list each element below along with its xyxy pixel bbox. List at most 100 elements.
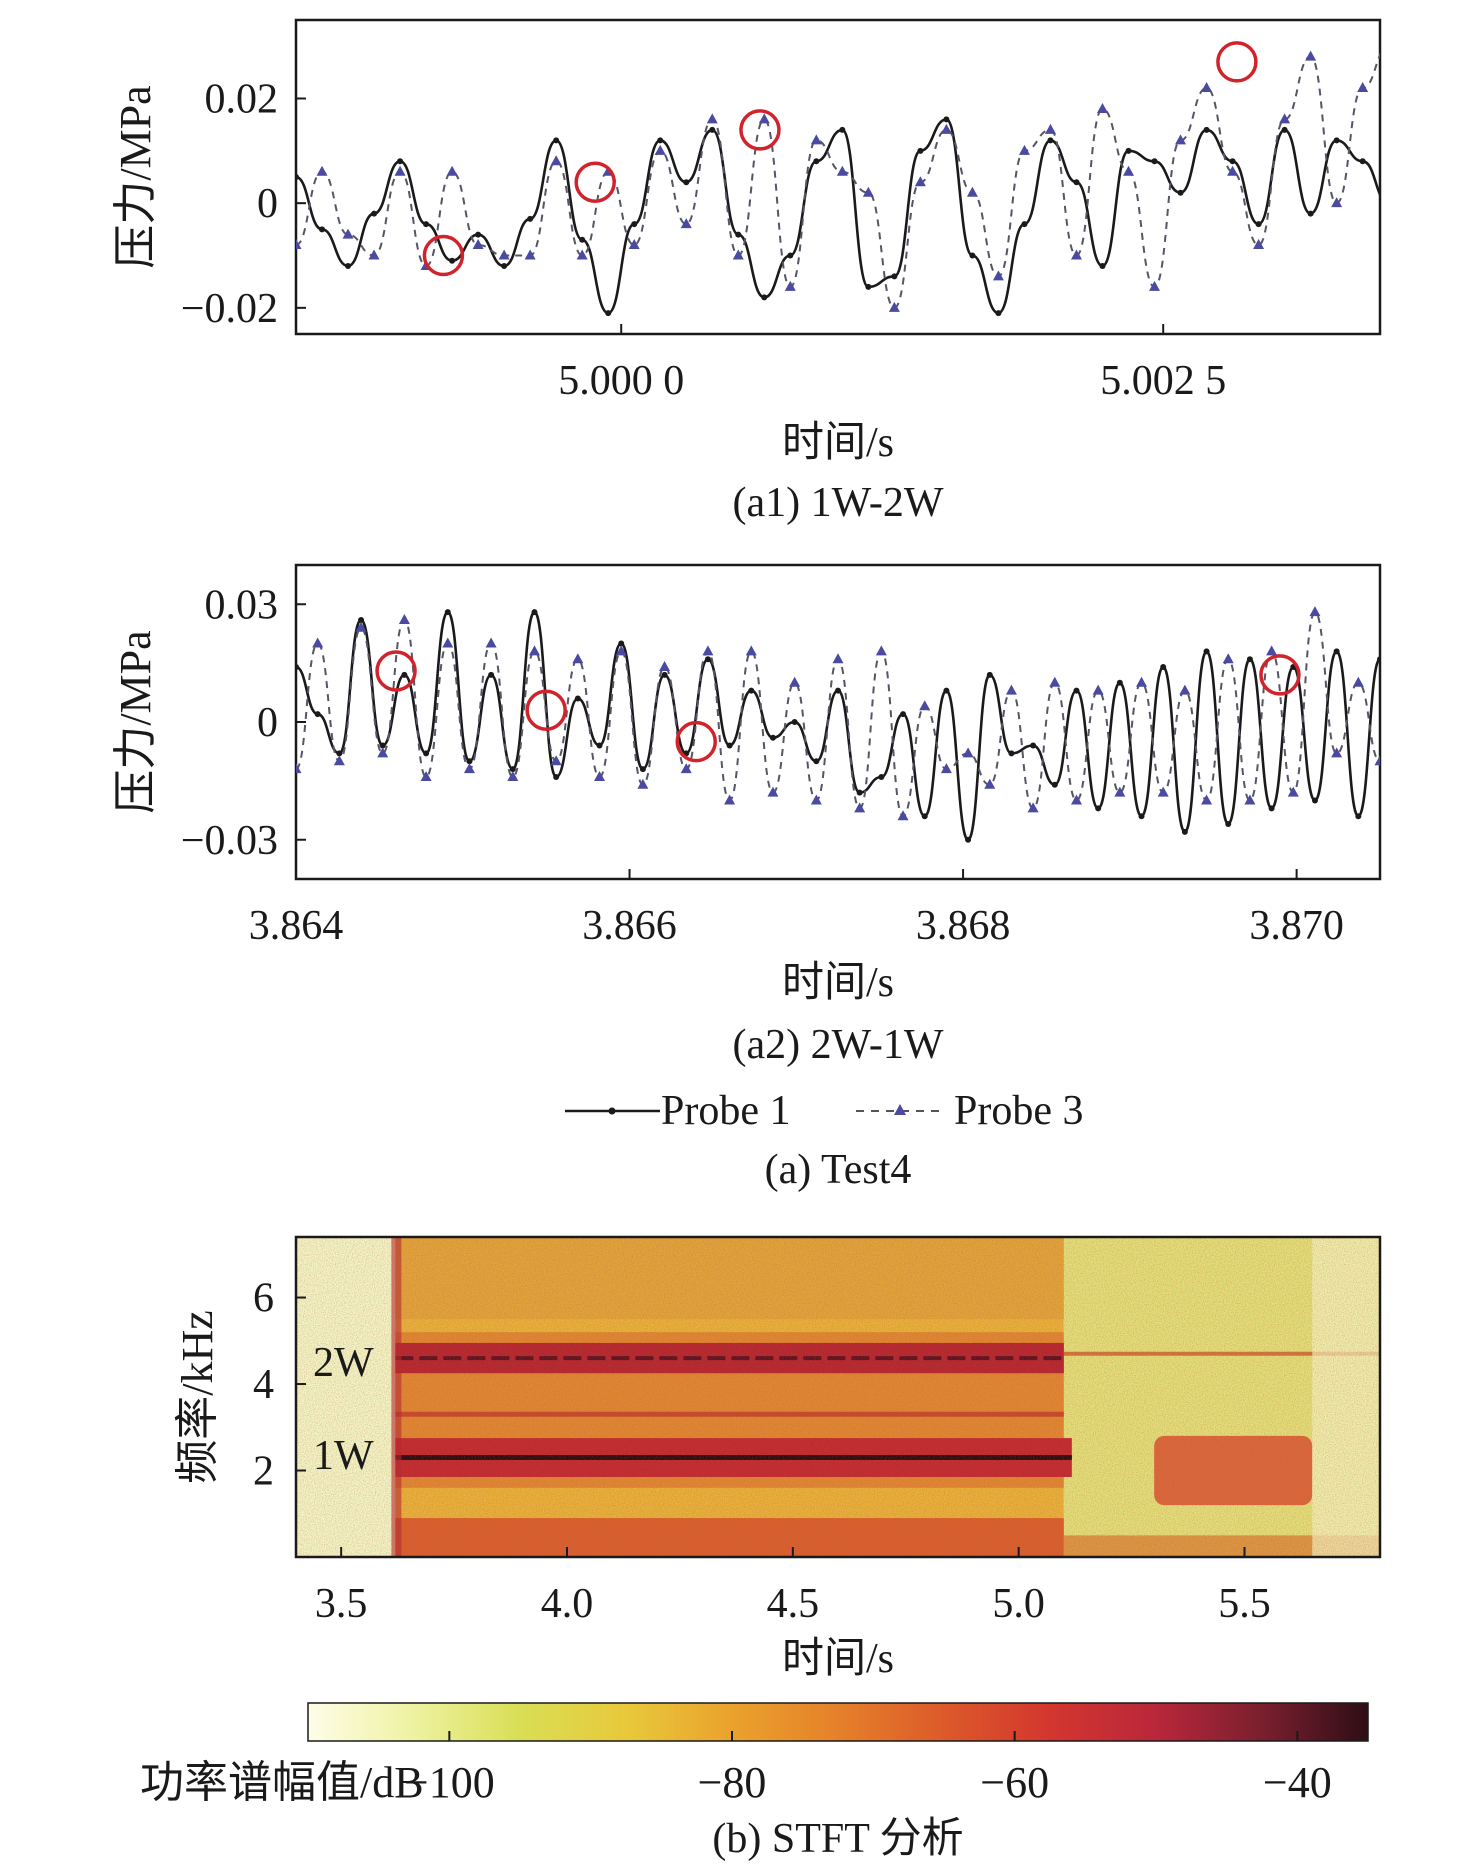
data-point-probe1-a2 — [878, 773, 885, 780]
x-tick-label-a1: 5.002 5 — [1100, 358, 1226, 404]
data-point-probe1-a1 — [1021, 221, 1028, 228]
colorbar-tick-label: −60 — [980, 1758, 1049, 1807]
data-point-probe1-a1 — [657, 137, 664, 144]
data-point-probe1-a2 — [748, 687, 755, 694]
data-point-probe1-a2 — [444, 609, 451, 616]
data-point-probe1-a1 — [1333, 137, 1340, 144]
caption-a1: (a1) 1W-2W — [732, 480, 943, 526]
legend-probe1-marker — [608, 1107, 616, 1115]
data-point-probe3-a1 — [940, 123, 952, 134]
data-point-probe1-a2 — [1246, 656, 1253, 663]
data-point-probe3-a2 — [1309, 606, 1321, 617]
data-point-probe1-a2 — [943, 687, 950, 694]
data-point-probe3-a2 — [984, 778, 996, 789]
data-point-probe1-a1 — [423, 221, 430, 228]
data-point-probe3-a2 — [333, 755, 345, 766]
data-point-probe1-a2 — [704, 656, 711, 663]
data-point-probe3-a1 — [1201, 82, 1213, 93]
data-point-probe1-a1 — [345, 262, 352, 269]
data-point-probe1-a2 — [661, 671, 668, 678]
data-point-probe1-a2 — [509, 766, 516, 773]
data-point-probe1-a1 — [1281, 126, 1288, 133]
data-point-probe3-a2 — [1114, 786, 1126, 797]
highlight-circle-a2 — [375, 650, 417, 692]
data-point-probe3-a1 — [732, 249, 744, 260]
data-point-probe3-a1 — [628, 239, 640, 250]
data-point-probe1-a2 — [423, 750, 430, 757]
data-point-probe1-a2 — [618, 640, 625, 647]
data-point-probe1-a1 — [1464, 106, 1470, 112]
data-point-probe3-a1 — [1227, 165, 1239, 176]
circled-peaks-a2 — [375, 650, 1301, 763]
data-point-probe3-a1 — [296, 239, 302, 250]
data-point-probe1-a1 — [891, 273, 898, 280]
data-point-probe1-a2 — [835, 687, 841, 694]
highlight-circle-a2 — [1259, 654, 1301, 696]
data-point-probe3-a2 — [637, 778, 649, 789]
data-point-probe3-a1 — [784, 280, 796, 291]
data-point-probe3-a2 — [1287, 786, 1299, 797]
data-point-probe3-a1 — [1096, 102, 1108, 113]
data-point-probe1-a2 — [596, 742, 603, 749]
ylabel-a2: 压力/MPa — [111, 630, 160, 813]
y-tick-label-a1: 0 — [257, 181, 278, 227]
series-group-a2 — [296, 606, 1380, 843]
x-tick-label-a2: 3.864 — [249, 903, 344, 949]
data-point-probe3-a2 — [1157, 786, 1169, 797]
data-point-probe3-a2 — [1092, 684, 1104, 695]
y-tick-label-a1: 0.02 — [205, 77, 279, 123]
data-point-probe3-a2 — [1049, 676, 1061, 687]
data-point-probe3-a2 — [897, 810, 909, 821]
data-point-probe1-a2 — [1138, 813, 1145, 820]
data-point-probe1-a1 — [1386, 200, 1392, 206]
y-tick-label-b: 4 — [253, 1362, 274, 1408]
data-point-probe3-a2 — [659, 661, 671, 672]
data-point-probe1-a2 — [574, 695, 581, 702]
data-point-probe3-a1 — [862, 186, 874, 197]
panel-a2: −0.03 0 0.03 3.864 3.866 3.868 3.870 压力/MPa 时间… — [111, 563, 1382, 1068]
axis-ticks-b: 2 4 6 3.5 4.0 4.5 5.0 5.5 — [253, 1276, 1271, 1627]
data-point-probe1-a2 — [296, 664, 299, 671]
data-point-probe3-a2 — [1201, 794, 1213, 805]
data-point-probe1-a1 — [761, 294, 768, 301]
data-point-probe3-a2 — [940, 763, 952, 774]
data-point-probe1-a2 — [1095, 805, 1102, 812]
data-point-probe3-a2 — [832, 653, 844, 664]
data-point-probe3-a1 — [1149, 280, 1161, 291]
data-point-probe3-a2 — [1374, 755, 1380, 766]
colorbar-tick-label: −80 — [698, 1758, 767, 1807]
data-point-probe1-a2 — [1225, 821, 1232, 828]
data-point-probe3-a2 — [854, 802, 866, 813]
data-point-probe1-a1 — [813, 158, 820, 165]
data-point-probe1-a2 — [358, 616, 365, 623]
data-point-probe1-a1 — [631, 221, 638, 228]
data-point-probe1-a2 — [553, 773, 560, 780]
series-line-probe1-a2 — [296, 610, 1380, 842]
legend-probe3-label: Probe 3 — [954, 1088, 1084, 1134]
data-point-probe3-a2 — [442, 637, 454, 648]
data-point-probe3-a2 — [615, 645, 627, 656]
data-point-probe1-a2 — [1116, 679, 1123, 686]
data-point-probe3-a1 — [342, 228, 354, 239]
data-point-probe1-a2 — [1008, 750, 1015, 757]
data-point-probe1-a2 — [1268, 805, 1275, 812]
data-point-probe3-a2 — [420, 770, 432, 781]
data-point-probe3-a2 — [1005, 684, 1017, 695]
y-tick-label-a1: −0.02 — [181, 286, 278, 332]
data-point-probe3-a1 — [1175, 134, 1187, 145]
legend-probe1-label: Probe 1 — [661, 1088, 791, 1134]
data-point-probe3-a2 — [594, 770, 606, 781]
data-point-probe1-a1 — [553, 137, 560, 144]
colorbar: −100 −80 −60 −40 功率谱幅值/dB — [140, 1702, 1369, 1807]
data-point-probe3-a1 — [1383, 40, 1394, 50]
data-point-probe3-a2 — [528, 645, 540, 656]
data-point-probe3-a2 — [962, 747, 974, 758]
data-point-probe1-a1 — [787, 252, 794, 259]
data-point-probe3-a1 — [966, 186, 978, 197]
series-line-probe3-a1 — [296, 52, 1380, 309]
data-point-probe1-a1 — [475, 231, 482, 238]
series-line-probe1-a1 — [296, 118, 1380, 315]
panel-b: 2 4 6 3.5 4.0 4.5 5.0 5.5 2W 1W 频率/kHz 时间/s — [173, 1235, 1382, 1682]
x-tick-label-a2: 3.870 — [1249, 903, 1344, 949]
data-point-probe1-a1 — [449, 257, 456, 264]
